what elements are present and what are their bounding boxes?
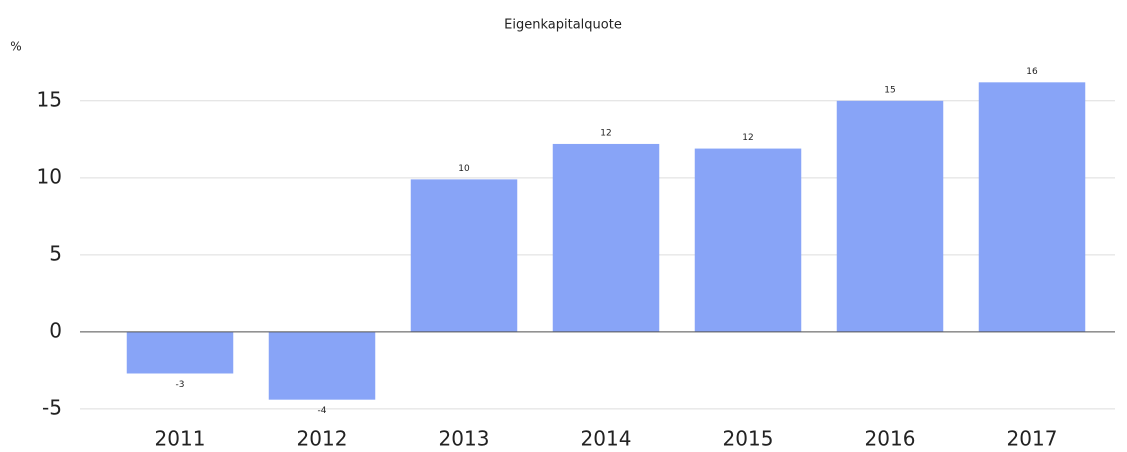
y-tick-label: -5 [42, 395, 62, 419]
y-tick-label: 15 [37, 87, 62, 111]
bar [978, 82, 1086, 332]
bar [552, 143, 660, 332]
x-tick-label: 2016 [865, 427, 916, 451]
y-axis-label: % [10, 40, 21, 54]
bar [126, 331, 234, 374]
data-label: 12 [742, 133, 753, 143]
bar [694, 148, 802, 332]
x-tick-label: 2012 [297, 427, 348, 451]
bar [836, 100, 944, 332]
y-tick-label: 5 [49, 241, 62, 265]
chart-title: Eigenkapitalquote [504, 18, 622, 33]
data-label: 16 [1026, 67, 1038, 77]
y-tick-label: 10 [37, 164, 62, 188]
x-tick-label: 2013 [439, 427, 490, 451]
data-label: 10 [458, 164, 470, 174]
data-label: 12 [600, 128, 611, 138]
bar [410, 179, 518, 332]
x-tick-label: 2015 [723, 427, 774, 451]
data-label: -3 [176, 380, 185, 390]
data-label: -4 [318, 406, 327, 416]
x-tick-label: 2017 [1007, 427, 1058, 451]
x-tick-label: 2014 [581, 427, 632, 451]
data-label: 15 [884, 85, 895, 95]
bar [268, 331, 376, 400]
x-tick-label: 2011 [155, 427, 206, 451]
y-tick-label: 0 [49, 318, 62, 342]
